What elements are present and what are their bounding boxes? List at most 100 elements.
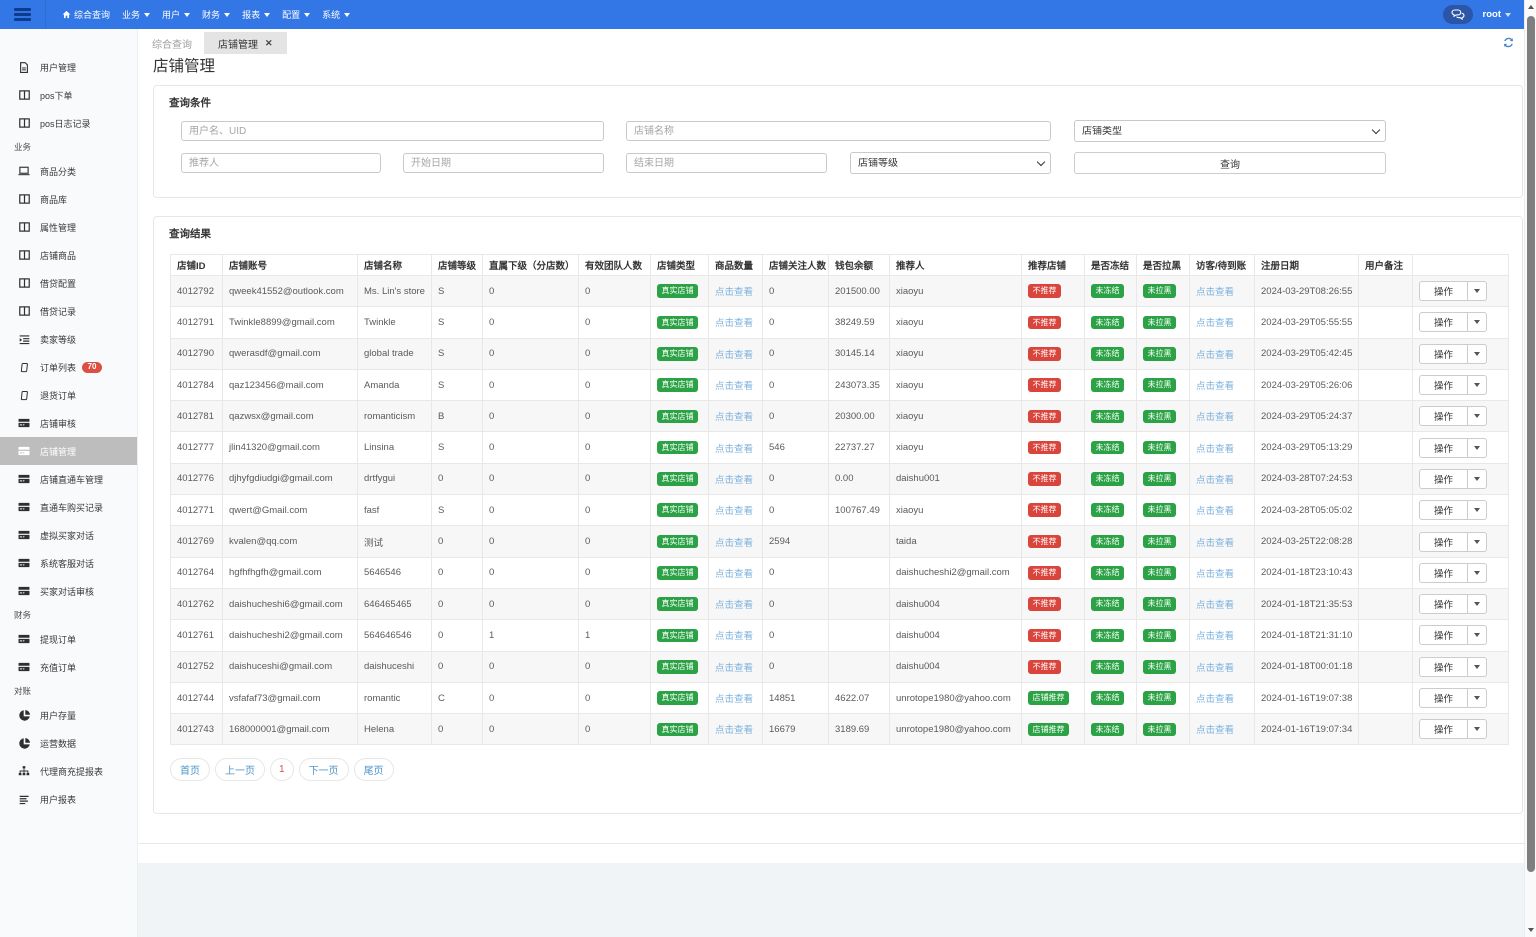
row-action-button[interactable]: 操作 xyxy=(1419,656,1488,677)
sidebar-item[interactable]: 商品库 xyxy=(0,185,137,213)
sidebar-item[interactable]: 用户存量 xyxy=(0,701,137,729)
row-action-button[interactable]: 操作 xyxy=(1419,281,1488,302)
referrer-input[interactable] xyxy=(181,153,381,173)
sidebar-item[interactable]: 用户报表 xyxy=(0,785,137,813)
action-button-label[interactable]: 操作 xyxy=(1419,343,1469,364)
view-details-link[interactable]: 点击查看 xyxy=(1196,631,1235,643)
action-button-label[interactable]: 操作 xyxy=(1419,437,1469,458)
nav-menu-item-6[interactable]: 系统 xyxy=(316,0,356,29)
row-action-button[interactable]: 操作 xyxy=(1419,688,1488,708)
row-action-button[interactable]: 操作 xyxy=(1419,500,1488,521)
sidebar-item[interactable]: pos日志记录 xyxy=(0,109,137,137)
refresh-icon[interactable] xyxy=(1503,37,1514,48)
action-button-label[interactable]: 操作 xyxy=(1419,594,1469,615)
page-current-button[interactable]: 1 xyxy=(270,758,294,781)
view-details-link[interactable]: 点击查看 xyxy=(1196,381,1235,393)
action-button-label[interactable]: 操作 xyxy=(1419,719,1469,740)
sidebar-item[interactable]: 充值订单 xyxy=(0,653,137,681)
view-details-link[interactable]: 点击查看 xyxy=(715,694,754,705)
action-dropdown-toggle[interactable] xyxy=(1468,531,1488,552)
view-details-link[interactable]: 点击查看 xyxy=(715,537,754,549)
action-button-label[interactable]: 操作 xyxy=(1419,656,1469,677)
sidebar-item[interactable]: 用户管理 xyxy=(0,53,137,81)
row-action-button[interactable]: 操作 xyxy=(1419,719,1488,740)
sidebar-item[interactable]: 买家对话审核 xyxy=(0,577,137,605)
scrollbar-thumb[interactable] xyxy=(1527,16,1535,872)
sidebar-item[interactable]: 商品分类 xyxy=(0,157,137,185)
view-details-link[interactable]: 点击查看 xyxy=(715,349,754,361)
sidebar-item[interactable]: 代理商充提报表 xyxy=(0,757,137,785)
sidebar-item[interactable]: 店铺商品 xyxy=(0,241,137,269)
action-dropdown-toggle[interactable] xyxy=(1468,437,1488,458)
view-details-link[interactable]: 点击查看 xyxy=(715,725,754,737)
nav-menu-item-3[interactable]: 财务 xyxy=(196,0,236,29)
sidebar-item[interactable]: 店铺审核 xyxy=(0,409,137,437)
view-details-link[interactable]: 点击查看 xyxy=(1196,349,1235,361)
view-details-link[interactable]: 点击查看 xyxy=(1196,600,1235,612)
nav-menu-item-5[interactable]: 配置 xyxy=(276,0,316,29)
row-action-button[interactable]: 操作 xyxy=(1419,562,1488,583)
action-dropdown-toggle[interactable] xyxy=(1468,343,1488,364)
view-details-link[interactable]: 点击查看 xyxy=(1196,568,1235,580)
vertical-scrollbar[interactable] xyxy=(1524,0,1536,937)
view-details-link[interactable]: 点击查看 xyxy=(715,662,754,674)
sidebar-item[interactable]: 系统客服对话 xyxy=(0,549,137,577)
row-action-button[interactable]: 操作 xyxy=(1419,343,1488,364)
action-dropdown-toggle[interactable] xyxy=(1468,594,1488,615)
action-dropdown-toggle[interactable] xyxy=(1468,281,1488,302)
view-details-link[interactable]: 点击查看 xyxy=(1196,318,1235,330)
view-details-link[interactable]: 点击查看 xyxy=(715,287,754,299)
action-dropdown-toggle[interactable] xyxy=(1468,312,1488,333)
action-button-label[interactable]: 操作 xyxy=(1419,531,1469,552)
action-dropdown-toggle[interactable] xyxy=(1468,468,1488,489)
sidebar-item[interactable]: 订单列表 70 xyxy=(0,353,137,381)
action-button-label[interactable]: 操作 xyxy=(1419,500,1469,521)
action-button-label[interactable]: 操作 xyxy=(1419,281,1469,302)
action-dropdown-toggle[interactable] xyxy=(1468,562,1488,583)
sidebar-item[interactable]: 店铺直通车管理 xyxy=(0,465,137,493)
nav-menu-overview[interactable]: 综合查询 xyxy=(56,0,116,29)
page-next-button[interactable]: 下一页 xyxy=(298,758,349,781)
username-uid-input[interactable] xyxy=(181,121,604,141)
row-action-button[interactable]: 操作 xyxy=(1419,437,1488,458)
user-menu[interactable]: root xyxy=(1483,9,1511,20)
sidebar-item[interactable]: pos下单 xyxy=(0,81,137,109)
view-details-link[interactable]: 点击查看 xyxy=(1196,412,1235,424)
nav-menu-item-2[interactable]: 用户 xyxy=(156,0,196,29)
row-action-button[interactable]: 操作 xyxy=(1419,468,1488,489)
view-details-link[interactable]: 点击查看 xyxy=(715,412,754,424)
row-action-button[interactable]: 操作 xyxy=(1419,594,1488,615)
action-button-label[interactable]: 操作 xyxy=(1419,468,1469,489)
action-button-label[interactable]: 操作 xyxy=(1419,375,1469,396)
sidebar-item[interactable]: 借贷记录 xyxy=(0,297,137,325)
action-button-label[interactable]: 操作 xyxy=(1419,625,1469,646)
sidebar-item[interactable]: 虚拟买家对话 xyxy=(0,521,137,549)
action-dropdown-toggle[interactable] xyxy=(1468,375,1488,396)
sidebar-item[interactable]: 店铺管理 xyxy=(0,437,137,465)
sidebar-item[interactable]: 运营数据 xyxy=(0,729,137,757)
page-prev-button[interactable]: 上一页 xyxy=(215,758,265,781)
action-dropdown-toggle[interactable] xyxy=(1468,719,1488,740)
sidebar-item[interactable]: 提现订单 xyxy=(0,625,137,653)
view-details-link[interactable]: 点击查看 xyxy=(715,631,754,643)
view-details-link[interactable]: 点击查看 xyxy=(1196,287,1235,299)
view-details-link[interactable]: 点击查看 xyxy=(715,600,754,612)
view-details-link[interactable]: 点击查看 xyxy=(715,381,754,393)
tab-store-management[interactable]: 店铺管理 ✕ xyxy=(204,32,287,54)
row-action-button[interactable]: 操作 xyxy=(1419,625,1488,646)
row-action-button[interactable]: 操作 xyxy=(1419,312,1488,333)
sidebar-toggle-button[interactable] xyxy=(0,0,46,29)
view-details-link[interactable]: 点击查看 xyxy=(715,318,754,330)
view-details-link[interactable]: 点击查看 xyxy=(1196,537,1235,549)
nav-menu-item-1[interactable]: 业务 xyxy=(116,0,156,29)
view-details-link[interactable]: 点击查看 xyxy=(715,506,754,518)
view-details-link[interactable]: 点击查看 xyxy=(715,474,754,486)
page-last-button[interactable]: 尾页 xyxy=(353,758,394,781)
action-dropdown-toggle[interactable] xyxy=(1468,406,1488,427)
chat-button[interactable] xyxy=(1442,5,1473,24)
action-dropdown-toggle[interactable] xyxy=(1468,500,1488,521)
row-action-button[interactable]: 操作 xyxy=(1419,531,1488,552)
action-dropdown-toggle[interactable] xyxy=(1468,625,1488,646)
view-details-link[interactable]: 点击查看 xyxy=(715,568,754,580)
action-dropdown-toggle[interactable] xyxy=(1468,656,1488,677)
